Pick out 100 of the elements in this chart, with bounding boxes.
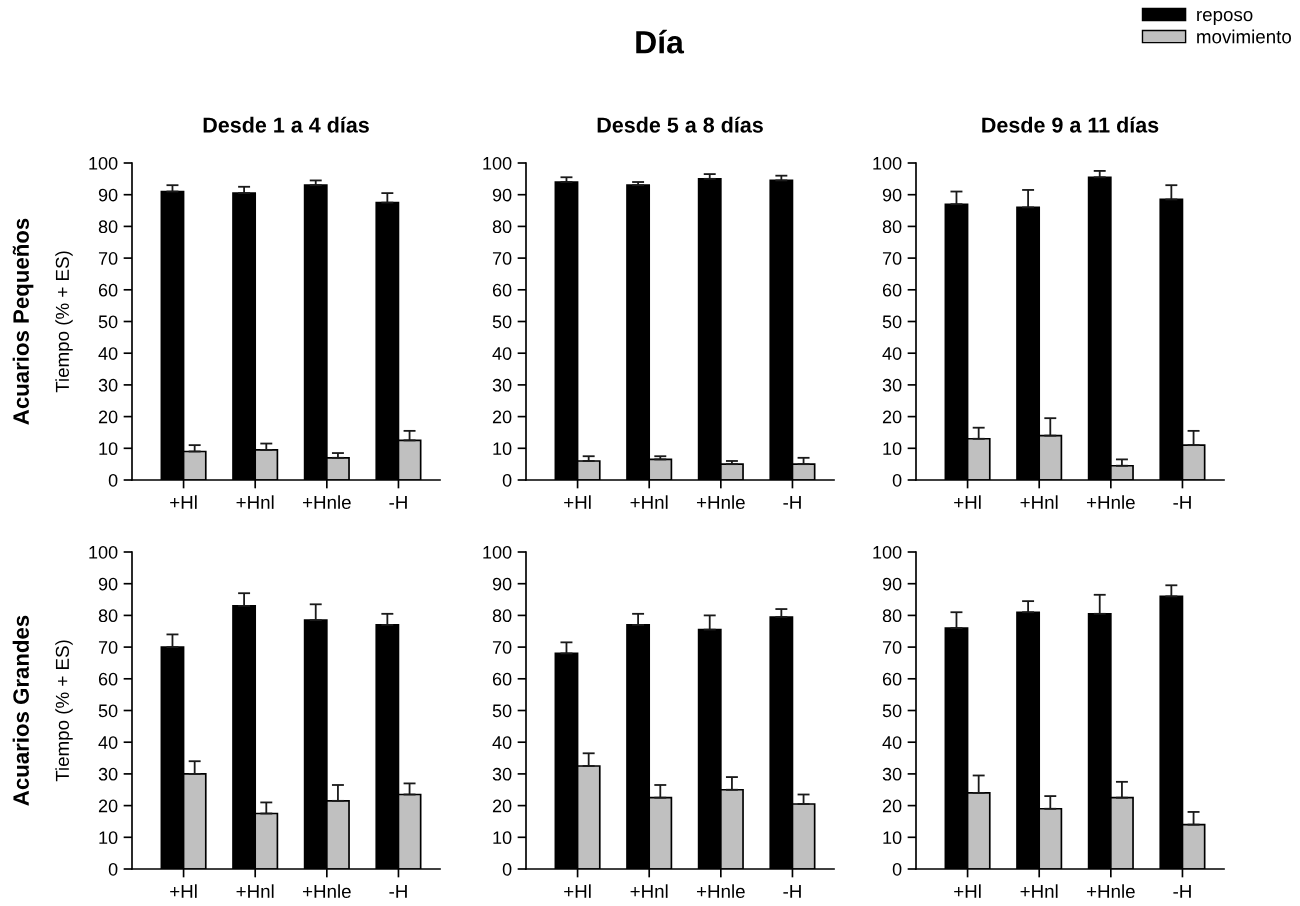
x-tick-label: +Hnl [1020, 884, 1058, 898]
chart-title: Desde 9 a 11 días [982, 116, 1159, 133]
y-tick-label: 70 [98, 252, 118, 265]
y-tick-label: 10 [493, 831, 512, 845]
x-tick-label: +Hnle [302, 884, 351, 899]
text: Acuarios Grandes [12, 615, 29, 806]
y-tick-label: 50 [98, 704, 118, 718]
y-tick-label: 100 [89, 156, 118, 170]
y-tick-label: 60 [882, 672, 902, 686]
y-tick-label: 80 [98, 220, 118, 234]
y-tick-label: 0 [892, 473, 902, 487]
y-tick-label: 80 [98, 609, 118, 623]
y-tick-label: 0 [502, 473, 512, 487]
y-tick-label: 0 [502, 862, 512, 876]
x-tick-label: +Hnl [630, 495, 668, 509]
y-tick-label: 70 [882, 641, 902, 654]
y-tick-label: 100 [873, 156, 902, 170]
y-tick-label: 100 [483, 545, 512, 559]
y-tick-label: 90 [492, 188, 512, 202]
x-tick-label: +Hl [170, 884, 197, 898]
y-axis-title: Tiempo (% + ES) [55, 251, 73, 393]
chart-title: Desde 5 a 8 días [597, 116, 763, 133]
y-tick-label: 10 [883, 442, 902, 456]
legend-label: movimiento [1197, 29, 1291, 44]
y-tick-label: 90 [882, 577, 902, 591]
y-tick-label: 100 [483, 156, 512, 170]
text: Acuarios Pequeños [12, 218, 34, 425]
y-tick-label: 20 [492, 799, 512, 813]
x-tick-label: -H [1173, 495, 1191, 509]
text: Día [636, 29, 685, 54]
x-tick-label: +Hl [954, 495, 981, 509]
y-tick-label: 10 [99, 831, 118, 845]
y-tick-label: 80 [492, 609, 512, 623]
y-tick-label: 70 [882, 252, 902, 265]
y-tick-label: 80 [882, 220, 902, 234]
y-tick-label: 40 [882, 736, 902, 749]
y-tick-label: 50 [882, 315, 902, 329]
y-tick-label: 10 [99, 442, 118, 456]
x-tick-label: +Hnl [1020, 495, 1058, 509]
y-tick-label: 30 [882, 378, 902, 392]
y-tick-label: 100 [89, 545, 118, 559]
y-tick-label: 60 [492, 283, 512, 297]
y-tick-label: 70 [98, 641, 118, 654]
y-tick-label: 20 [98, 799, 118, 813]
x-tick-label: +Hnle [696, 495, 745, 510]
y-tick-label: 70 [492, 252, 512, 265]
y-tick-label: 40 [98, 347, 118, 360]
y-tick-label: 50 [98, 315, 118, 329]
y-tick-label: 70 [492, 641, 512, 654]
x-tick-label: +Hnle [302, 495, 351, 510]
y-tick-label: 10 [493, 442, 512, 456]
x-tick-label: +Hl [564, 884, 591, 898]
y-tick-label: 90 [492, 577, 512, 591]
x-tick-label: -H [783, 495, 801, 509]
y-tick-label: 50 [492, 315, 512, 329]
legend-label: reposo [1197, 10, 1253, 25]
x-tick-label: +Hnle [1086, 495, 1135, 510]
y-axis-title: Tiempo (% + ES) [55, 640, 73, 782]
y-tick-label: 30 [492, 378, 512, 392]
y-tick-label: 30 [492, 767, 512, 781]
y-tick-label: 60 [882, 283, 902, 297]
chart-title: Desde 1 a 4 días [203, 116, 369, 133]
y-tick-label: 50 [882, 704, 902, 718]
y-tick-label: 60 [98, 283, 118, 297]
x-tick-label: +Hnl [236, 495, 274, 509]
y-tick-label: 40 [492, 736, 512, 749]
y-tick-label: 20 [882, 410, 902, 424]
y-tick-label: 30 [98, 767, 118, 781]
y-tick-label: 0 [108, 862, 118, 876]
y-tick-label: 100 [873, 545, 902, 559]
x-tick-label: +Hnl [630, 884, 668, 898]
y-tick-label: 30 [98, 378, 118, 392]
y-tick-label: 30 [882, 767, 902, 781]
y-tick-label: 80 [882, 609, 902, 623]
x-tick-label: -H [1173, 884, 1191, 898]
y-tick-label: 0 [892, 862, 902, 876]
x-tick-label: -H [389, 495, 407, 509]
x-tick-label: +Hl [564, 495, 591, 509]
y-tick-label: 20 [98, 410, 118, 424]
y-tick-label: 90 [98, 577, 118, 591]
y-tick-label: 40 [98, 736, 118, 749]
y-tick-label: 90 [98, 188, 118, 202]
y-tick-label: 60 [98, 672, 118, 686]
y-tick-label: 80 [492, 220, 512, 234]
y-tick-label: 60 [492, 672, 512, 686]
x-tick-label: -H [783, 884, 801, 898]
y-tick-label: 20 [882, 799, 902, 813]
x-tick-label: +Hl [954, 884, 981, 898]
x-tick-label: +Hnl [236, 884, 274, 898]
x-tick-label: +Hnle [1086, 884, 1135, 899]
y-tick-label: 0 [108, 473, 118, 487]
y-tick-label: 50 [492, 704, 512, 718]
y-tick-label: 40 [882, 347, 902, 360]
y-tick-label: 20 [492, 410, 512, 424]
x-tick-label: +Hl [170, 495, 197, 509]
x-tick-label: +Hnle [696, 884, 745, 899]
y-tick-label: 90 [882, 188, 902, 202]
x-tick-label: -H [389, 884, 407, 898]
y-tick-label: 10 [883, 831, 902, 845]
y-tick-label: 40 [492, 347, 512, 360]
